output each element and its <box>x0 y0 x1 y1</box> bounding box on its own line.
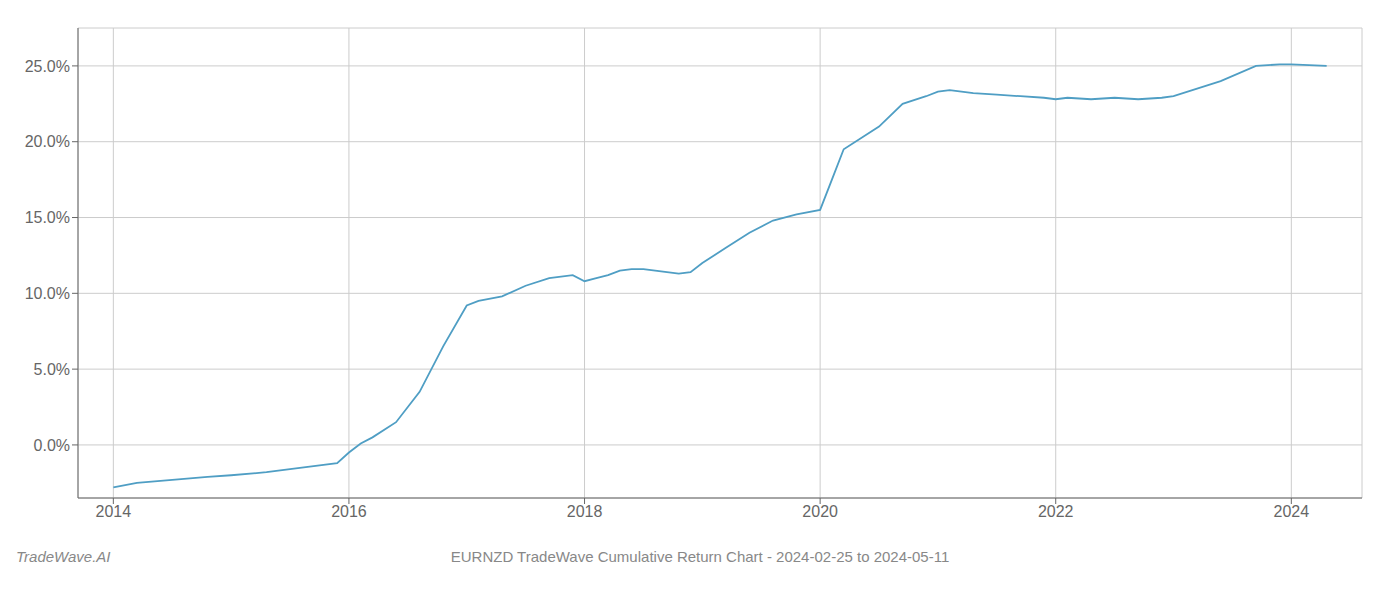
svg-text:20.0%: 20.0% <box>25 133 70 150</box>
svg-text:0.0%: 0.0% <box>34 437 70 454</box>
svg-text:2022: 2022 <box>1038 503 1074 520</box>
html-text:TradeWave.AI: TradeWave.AI <box>16 548 111 565</box>
svg-text:10.0%: 10.0% <box>25 285 70 302</box>
svg-text:25.0%: 25.0% <box>25 58 70 75</box>
svg-text:15.0%: 15.0% <box>25 209 70 226</box>
svg-text:2018: 2018 <box>567 503 603 520</box>
svg-text:2014: 2014 <box>96 503 132 520</box>
svg-text:2016: 2016 <box>331 503 367 520</box>
svg-text:2024: 2024 <box>1274 503 1310 520</box>
svg-text:5.0%: 5.0% <box>34 361 70 378</box>
svg-text:2020: 2020 <box>802 503 838 520</box>
html-text:EURNZD TradeWave Cumulative Re: EURNZD TradeWave Cumulative Return Chart… <box>450 548 950 565</box>
